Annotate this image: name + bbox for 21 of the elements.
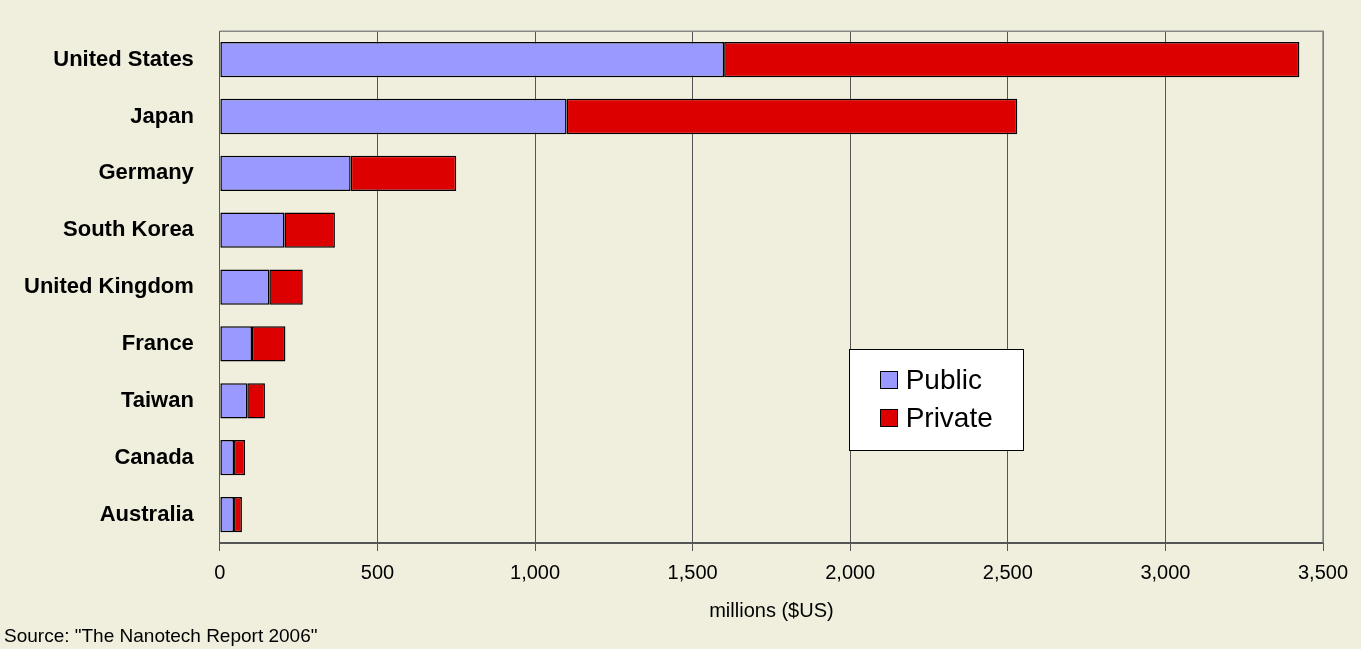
y-tick-label: Taiwan: [120, 386, 194, 412]
y-tick-label: Canada: [114, 443, 195, 469]
y-tick-label: United Kingdom: [23, 273, 194, 299]
y-tick-label: United States: [53, 45, 194, 71]
x-tick-label: 500: [360, 560, 395, 583]
x-tick-label: 2,000: [825, 560, 876, 583]
x-tick-label: 1,000: [510, 560, 561, 583]
source-note: Source: "The Nanotech Report 2006": [4, 625, 318, 647]
x-tick-label: 0: [214, 560, 226, 583]
y-tick-label: South Korea: [63, 216, 195, 242]
x-tick-label: 1,500: [667, 560, 718, 583]
x-tick-label: 2,500: [982, 560, 1033, 583]
y-tick-label: Germany: [98, 159, 195, 185]
y-tick-label: Australia: [99, 500, 195, 526]
y-tick-label: France: [121, 330, 194, 356]
x-tick-label: 3,500: [1297, 560, 1349, 583]
legend-label: Private: [905, 401, 993, 434]
y-tick-label: Japan: [130, 102, 194, 128]
x-axis-title: millions ($US): [709, 598, 834, 621]
x-tick-label: 3,000: [1140, 560, 1191, 583]
legend-label: Public: [905, 363, 982, 396]
